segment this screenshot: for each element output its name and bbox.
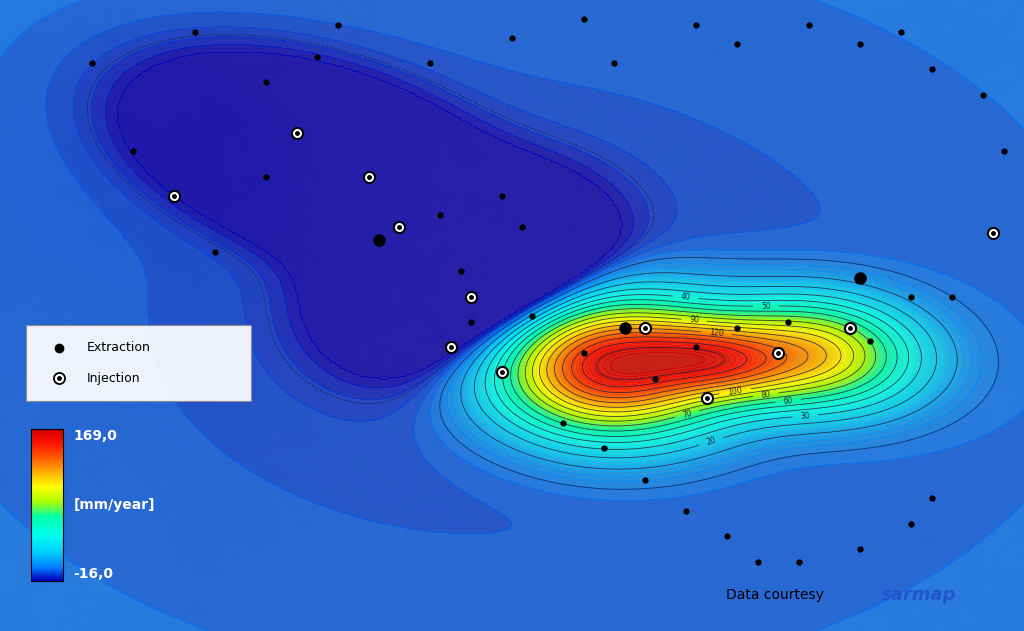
- Text: [mm/year]: [mm/year]: [74, 498, 156, 512]
- Text: 50: 50: [761, 302, 771, 310]
- Text: Injection: Injection: [87, 372, 140, 385]
- Text: 100: 100: [727, 386, 743, 397]
- Text: 40: 40: [680, 292, 691, 302]
- Text: 60: 60: [782, 396, 794, 406]
- Text: Data courtesy: Data courtesy: [726, 587, 824, 602]
- Text: 120: 120: [709, 328, 724, 338]
- Text: 20: 20: [706, 436, 717, 447]
- Text: -16,0: -16,0: [74, 567, 114, 581]
- Text: 90: 90: [689, 316, 699, 325]
- Text: 30: 30: [800, 411, 810, 421]
- Text: 70: 70: [681, 408, 693, 420]
- FancyBboxPatch shape: [26, 325, 251, 401]
- Text: 80: 80: [761, 389, 771, 399]
- Text: 169,0: 169,0: [74, 429, 118, 443]
- Text: sarmap: sarmap: [881, 586, 956, 604]
- Text: Extraction: Extraction: [87, 341, 151, 354]
